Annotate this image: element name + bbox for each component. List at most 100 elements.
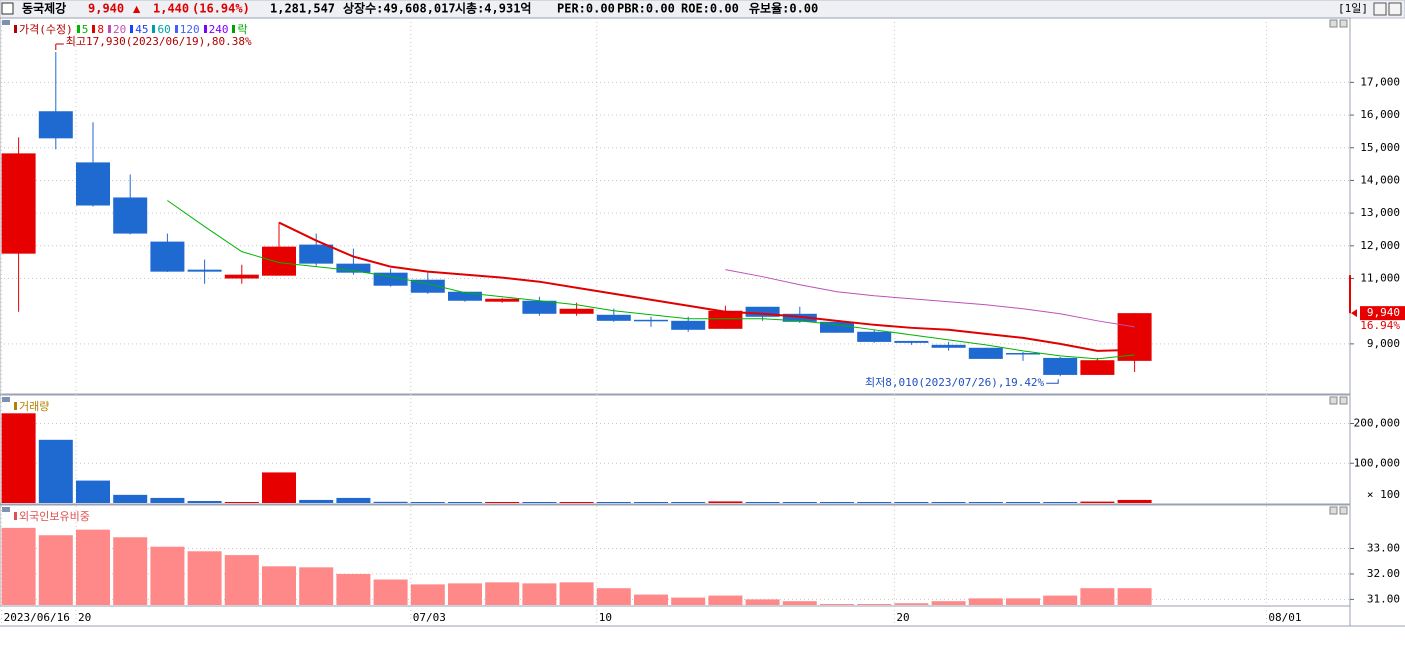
bar	[820, 604, 854, 605]
legend-label: 120	[179, 22, 200, 36]
bar	[150, 546, 185, 605]
legend-entry: 5	[76, 21, 89, 37]
candle-body	[448, 291, 482, 301]
y-tick-label: 33.00	[1367, 541, 1400, 554]
bar	[745, 599, 780, 605]
candle-body	[76, 162, 110, 206]
bar	[559, 582, 594, 605]
bar	[968, 598, 1003, 605]
bar	[224, 502, 259, 503]
legend-swatch	[76, 25, 80, 33]
candle-body	[262, 246, 296, 276]
legend-swatch	[203, 25, 207, 33]
bar	[262, 566, 296, 605]
bar	[634, 594, 668, 605]
y-tick-label: 15,000	[1360, 141, 1400, 154]
period[interactable]: [1일]	[1338, 1, 1368, 15]
bar	[262, 472, 296, 503]
volume-legend: 거래량	[14, 398, 49, 414]
price-box	[1360, 306, 1405, 321]
bar	[931, 502, 966, 503]
y-tick-label: 31.00	[1367, 592, 1400, 605]
listed: 상장수:49,608,017	[343, 1, 456, 16]
x-tick-label: 08/01	[1268, 611, 1301, 624]
y-tick-label: 200,000	[1354, 417, 1400, 430]
candle-body	[299, 244, 334, 264]
candle-body	[187, 269, 222, 272]
y-tick-label: 14,000	[1360, 173, 1400, 186]
legend-swatch	[107, 25, 111, 33]
legend-label: 락	[237, 23, 248, 36]
bar	[634, 502, 668, 503]
bar	[671, 502, 706, 503]
legend-label: 5	[81, 22, 89, 36]
panel-button[interactable]	[1339, 19, 1348, 28]
legend-entry: 락	[232, 21, 248, 37]
bar	[894, 502, 929, 503]
bar	[745, 502, 780, 503]
candle-body	[708, 310, 743, 329]
bar	[373, 579, 408, 605]
candle-body	[820, 321, 854, 333]
panel-tag	[2, 397, 10, 402]
x-tick-label: 20	[78, 611, 91, 624]
maximize-button[interactable]	[1373, 2, 1387, 16]
x-tick-label: 10	[599, 611, 612, 624]
panel-button[interactable]	[1329, 396, 1338, 405]
legend-entry: 8	[92, 21, 104, 37]
candle-body	[1, 153, 36, 254]
volume-unit: × 100	[1367, 488, 1400, 501]
bar	[708, 595, 743, 605]
candle-body	[596, 314, 631, 321]
legend-entry: 45	[130, 21, 148, 37]
close-button[interactable]	[1388, 2, 1402, 16]
bar	[708, 501, 743, 503]
candle-body	[522, 300, 557, 314]
per: PER:0.00	[557, 2, 615, 16]
change-arrow: ▲	[133, 2, 141, 16]
bar	[410, 584, 445, 605]
price-pointer	[1351, 309, 1357, 318]
candle-body	[671, 320, 706, 330]
panel-button[interactable]	[1339, 506, 1348, 515]
y-tick-label: 11,000	[1360, 271, 1400, 284]
ma-line	[167, 200, 1135, 360]
bar	[76, 480, 110, 503]
bar	[1, 413, 36, 503]
bar	[522, 583, 557, 605]
change-rate: (16.94%)	[192, 2, 250, 16]
legend-entry: 60	[152, 21, 171, 37]
bar	[894, 603, 929, 605]
legend-swatch	[92, 25, 96, 33]
candle-body	[336, 263, 371, 273]
y-tick-label: 16,000	[1360, 108, 1400, 121]
min-annotation: 최저8,010(2023/07/26),19.42%	[865, 376, 1045, 389]
bar	[820, 502, 854, 503]
candle-body	[968, 347, 1003, 359]
stock-name: 동국제강	[22, 2, 66, 16]
bar	[485, 582, 520, 605]
bar	[1080, 501, 1115, 503]
bar	[38, 535, 73, 605]
candle-body	[1006, 353, 1040, 355]
bar	[336, 497, 371, 503]
panel-button[interactable]	[1329, 19, 1338, 28]
bar	[485, 502, 520, 503]
bar	[559, 502, 594, 503]
bar	[1006, 502, 1040, 503]
candle-body	[634, 319, 668, 322]
panel-button[interactable]	[1329, 506, 1338, 515]
price: 9,940	[88, 2, 124, 16]
legend-swatch	[14, 25, 17, 33]
legend-entry: 외국인보유비중	[14, 508, 90, 524]
checkbox[interactable]	[1, 2, 14, 15]
market-cap: 시총:4,931억	[455, 1, 531, 16]
candle-body	[373, 272, 408, 286]
legend-entry: 240	[203, 21, 228, 37]
panel-tag	[2, 507, 10, 512]
bar	[522, 502, 557, 503]
bar	[671, 597, 706, 605]
ma-line	[278, 221, 1135, 352]
panel-button[interactable]	[1339, 396, 1348, 405]
